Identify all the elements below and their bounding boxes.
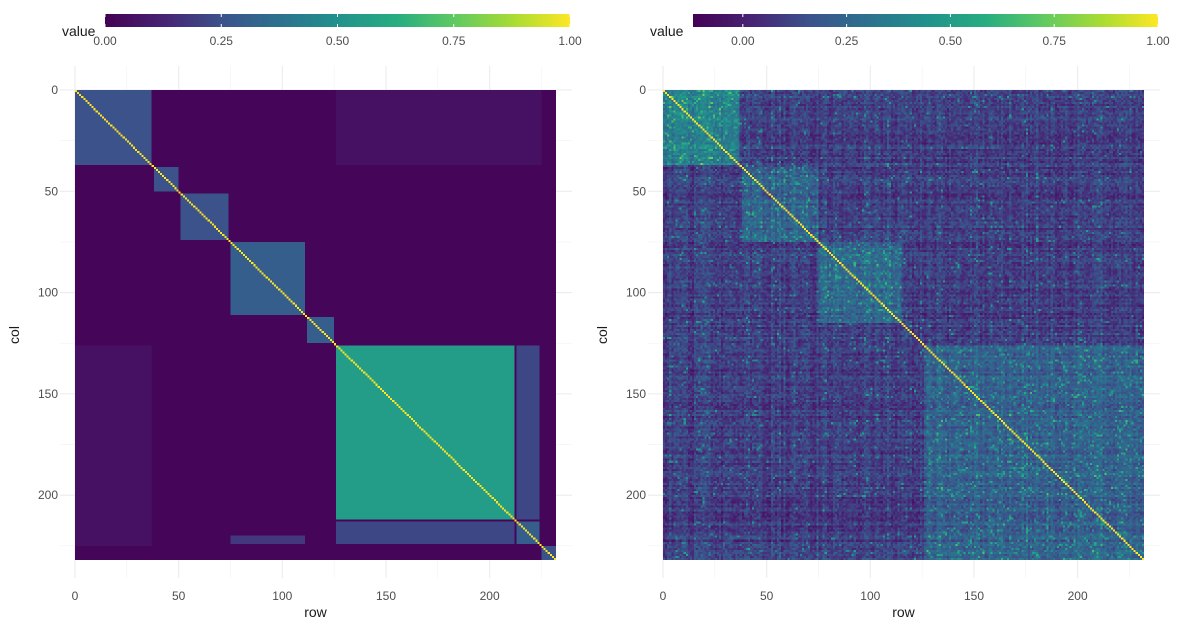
x-tick-label: 200 [480, 589, 500, 603]
y-tick-label: 150 [38, 387, 58, 401]
x-tick-label: 150 [964, 589, 984, 603]
heatmap-panel-left: 0 50 100 150 200 0 50 100 150 200 row col value 0.00 0… [0, 0, 588, 627]
legend-tick-label: 0.00 [731, 34, 755, 48]
legend-tick-label: 0.50 [939, 34, 963, 48]
x-tick-label: 200 [1068, 589, 1088, 603]
x-tick-label: 50 [172, 589, 186, 603]
legend-tick-label: 0.75 [442, 34, 466, 48]
heatmap-panel-right: 0 50 100 150 200 0 50 100 150 200 row col value 0.00 0… [588, 0, 1176, 627]
y-tick-label: 50 [633, 184, 647, 198]
x-tick-label: 100 [272, 589, 292, 603]
x-axis-title: row [304, 604, 327, 620]
x-axis-title: row [892, 604, 915, 620]
legend-colorbar [693, 14, 1158, 27]
y-tick-label: 200 [626, 488, 646, 502]
y-tick-label: 50 [45, 184, 59, 198]
legend-tick-label: 1.00 [1146, 34, 1170, 48]
legend-tick-label: 0.25 [835, 34, 859, 48]
x-tick-label: 150 [376, 589, 396, 603]
legend: value 0.00 0.25 0.50 0.75 1.00 [650, 14, 1170, 48]
x-tick-label: 50 [760, 589, 774, 603]
legend-tick-label: 0.25 [210, 34, 234, 48]
legend-title: value [62, 23, 96, 39]
y-tick-label: 100 [38, 286, 58, 300]
x-tick-label: 100 [860, 589, 880, 603]
y-tick-label: 0 [51, 83, 58, 97]
y-tick-label: 0 [639, 83, 646, 97]
y-tick-label: 100 [626, 286, 646, 300]
legend-tick-label: 0.00 [93, 34, 117, 48]
x-tick-label: 0 [72, 589, 79, 603]
legend-tick-label: 0.50 [326, 34, 350, 48]
heatmap-chart-right: 0 50 100 150 200 0 50 100 150 200 row col value 0.00 0… [594, 14, 1170, 620]
legend-tick-label: 0.75 [1043, 34, 1067, 48]
heatmap-cells [663, 90, 1144, 560]
y-axis-title: col [6, 326, 22, 344]
legend-tick-label: 1.00 [558, 34, 582, 48]
heatmap-cells [75, 90, 556, 560]
x-tick-label: 0 [660, 589, 667, 603]
y-tick-label: 200 [38, 488, 58, 502]
y-tick-label: 150 [626, 387, 646, 401]
legend-title: value [650, 23, 684, 39]
y-axis-title: col [594, 326, 610, 344]
legend-colorbar [105, 14, 570, 27]
